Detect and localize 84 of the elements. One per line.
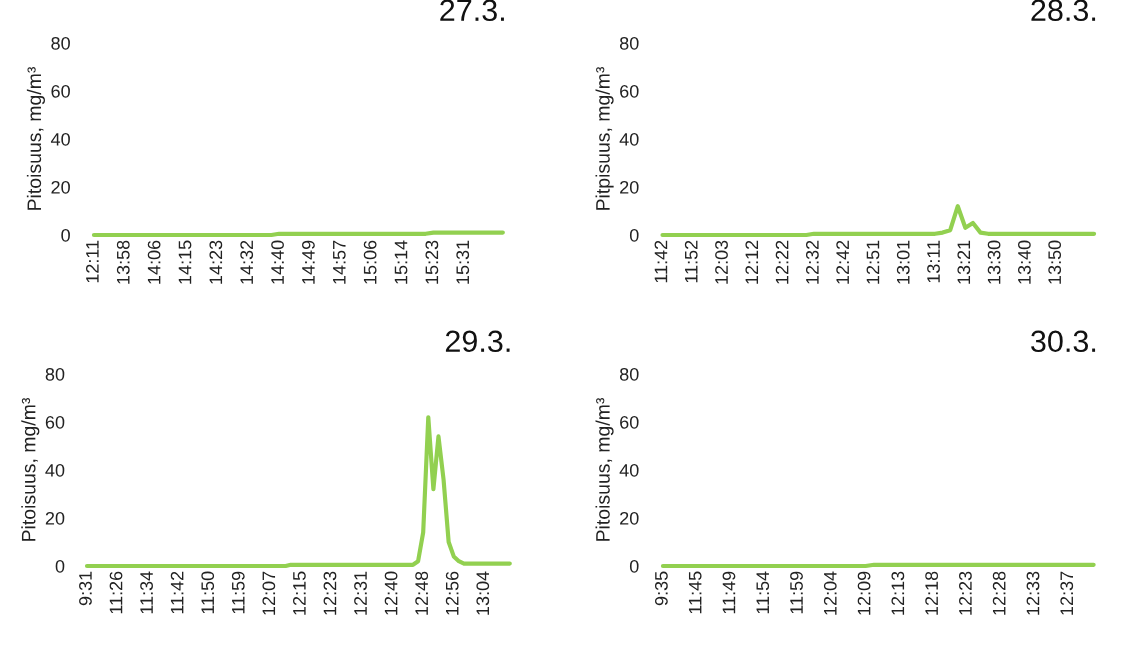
x-tick-label: 11:42 — [170, 571, 184, 614]
x-tick-label: 12:22 — [775, 240, 789, 284]
x-tick-label: 12:07 — [262, 571, 276, 615]
x-tick-label: 12:28 — [992, 571, 1006, 615]
x-tick-label: 13:11 — [927, 240, 940, 283]
y-tick-label: 80 — [45, 367, 65, 381]
x-tick-label: 12:18 — [925, 571, 939, 615]
x-tick-label: 12:31 — [354, 571, 367, 615]
chart-title: 30.3. — [1031, 330, 1096, 353]
x-tick-label: 12:32 — [805, 240, 819, 284]
x-tick-label: 11:52 — [684, 240, 698, 283]
chart-title: 28.3. — [1031, 0, 1096, 22]
chart-title: 27.3. — [440, 0, 504, 22]
x-tick-label: 12:56 — [445, 571, 459, 615]
x-tick-label: 14:15 — [178, 240, 192, 284]
y-tick-label: 20 — [51, 180, 70, 194]
y-tick-label: 20 — [45, 511, 65, 525]
y-axis-title: Pitoisuus, mg/m³ — [26, 67, 45, 210]
y-tick-label: 0 — [629, 228, 639, 242]
x-tick-label: 11:26 — [109, 571, 123, 614]
x-tick-label: 15:23 — [425, 240, 439, 284]
x-tick-label: 12:51 — [866, 240, 880, 284]
x-tick-label: 9:31 — [79, 571, 92, 606]
x-tick-label: 14:57 — [333, 240, 346, 284]
y-tick-label: 40 — [45, 463, 65, 477]
y-tick-label: 80 — [51, 36, 70, 50]
x-tick-label: 13:04 — [476, 571, 490, 615]
x-tick-label: 11:54 — [756, 571, 770, 614]
y-tick-label: 60 — [620, 84, 639, 98]
x-tick-label: 15:14 — [394, 240, 408, 284]
x-tick-label: 13:40 — [1017, 240, 1031, 284]
y-axis-title: Pitoisuus, mg/m³ — [595, 398, 614, 541]
x-tick-label: 11:45 — [688, 571, 702, 614]
x-tick-label: 14:06 — [147, 240, 161, 284]
x-tick-label: 12:03 — [715, 240, 728, 284]
y-tick-label: 80 — [619, 367, 639, 381]
y-tick-label: 0 — [629, 559, 639, 573]
x-tick-label: 15:31 — [456, 240, 470, 284]
x-tick-label: 14:23 — [209, 240, 223, 284]
x-tick-label: 12:04 — [823, 571, 837, 615]
y-tick-label: 40 — [50, 132, 70, 146]
y-axis-title: Pitoisuus, mg/m³ — [21, 398, 40, 541]
x-tick-label: 11:59 — [231, 571, 245, 614]
x-tick-label: 12:12 — [745, 240, 759, 284]
y-tick-label: 60 — [45, 415, 65, 429]
x-tick-label: 13:58 — [116, 240, 130, 284]
x-tick-label: 12:37 — [1060, 571, 1074, 615]
y-tick-label: 0 — [61, 228, 70, 242]
x-tick-label: 12:48 — [415, 571, 429, 615]
x-tick-label: 12:23 — [323, 571, 337, 615]
x-tick-label: 12:15 — [293, 571, 306, 615]
x-tick-label: 11:50 — [201, 571, 215, 614]
y-tick-label: 60 — [620, 415, 639, 429]
x-tick-label: 13:01 — [896, 240, 910, 284]
x-tick-label: 9:35 — [654, 571, 668, 606]
x-tick-label: 13:21 — [957, 240, 971, 284]
x-tick-label: 13:30 — [987, 240, 1001, 284]
x-tick-label: 15:06 — [363, 240, 377, 284]
x-tick-label: 12:42 — [836, 240, 849, 284]
x-tick-label: 11:42 — [654, 240, 668, 283]
x-tick-label: 14:32 — [240, 240, 254, 284]
x-tick-label: 12:23 — [959, 571, 972, 615]
x-tick-label: 11:49 — [722, 571, 736, 614]
chart-title: 29.3. — [445, 330, 510, 353]
y-tick-label: 0 — [55, 559, 65, 573]
y-tick-label: 40 — [619, 463, 639, 477]
x-tick-label: 11:59 — [790, 571, 803, 614]
x-tick-label: 14:49 — [302, 240, 315, 284]
line-series — [660, 204, 1097, 238]
y-tick-label: 20 — [620, 180, 639, 194]
line-series — [84, 415, 512, 569]
x-tick-label: 12:40 — [384, 571, 398, 615]
x-tick-label: 14:40 — [271, 240, 284, 284]
y-tick-label: 20 — [620, 511, 639, 525]
x-tick-label: 12:13 — [891, 571, 905, 615]
x-tick-label: 11:34 — [140, 571, 153, 614]
y-tick-label: 80 — [619, 36, 639, 50]
x-tick-label: 12:09 — [857, 571, 871, 615]
y-axis-title: Pitpisuus, mg/m³ — [595, 67, 614, 210]
y-tick-label: 60 — [51, 84, 70, 98]
y-tick-label: 40 — [619, 132, 639, 146]
x-tick-label: 12:11 — [86, 240, 99, 283]
x-tick-label: 12:33 — [1026, 571, 1040, 615]
x-tick-label: 13:50 — [1048, 240, 1062, 284]
